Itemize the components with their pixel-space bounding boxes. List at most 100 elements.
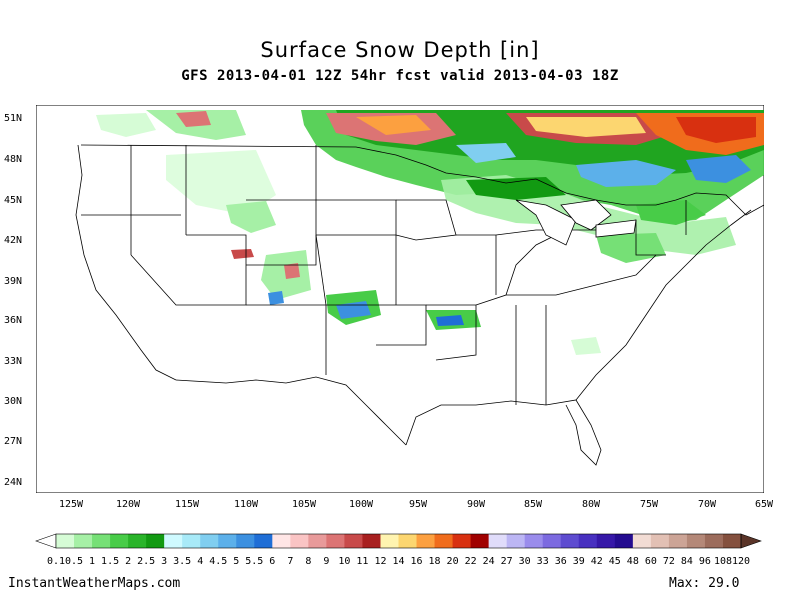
legend-tick-label: 0.1 xyxy=(46,556,66,567)
lon-label: 85W xyxy=(523,499,543,510)
legend-swatch xyxy=(560,534,580,548)
legend-swatch xyxy=(380,534,399,548)
legend-tick-label: 0.5 xyxy=(64,556,84,567)
legend-swatch xyxy=(344,534,363,548)
legend-tick-label: 4.5 xyxy=(209,556,228,567)
legend-arrow-left xyxy=(35,533,57,549)
legend-swatch xyxy=(236,534,255,548)
lon-label: 80W xyxy=(581,499,601,510)
legend-swatch xyxy=(74,534,93,548)
legend-swatch xyxy=(398,534,418,548)
lon-label: 110W xyxy=(233,499,259,510)
lat-label: 33N xyxy=(4,356,23,367)
legend-swatch xyxy=(488,534,508,548)
lat-label: 24N xyxy=(4,477,23,488)
map-title: Surface Snow Depth [in] xyxy=(260,38,540,62)
legend-colorbar xyxy=(35,533,762,549)
legend-tick-label: 33 xyxy=(536,556,549,567)
map-subtitle: GFS 2013-04-01 12Z 54hr fcst valid 2013-… xyxy=(181,68,619,84)
legend-swatch xyxy=(470,534,490,548)
legend-tick-label: 42 xyxy=(590,556,603,567)
site-credit: InstantWeatherMaps.com xyxy=(8,576,181,591)
legend-tick-label: 18 xyxy=(428,556,441,567)
legend-swatch xyxy=(614,534,634,548)
legend-arrow-right xyxy=(740,533,762,549)
legend-swatch xyxy=(200,534,219,548)
legend-swatch xyxy=(650,534,670,548)
legend-swatch xyxy=(128,534,147,548)
legend-swatch xyxy=(164,534,183,548)
legend-tick-label: 1 xyxy=(89,556,96,567)
legend-swatch xyxy=(686,534,706,548)
lon-label: 105W xyxy=(291,499,317,510)
legend-swatch xyxy=(542,534,562,548)
legend-swatch xyxy=(632,534,652,548)
legend-swatch xyxy=(146,534,165,548)
legend-tick-label: 14 xyxy=(392,556,405,567)
legend-tick-label: 2 xyxy=(125,556,132,567)
legend-swatch xyxy=(326,534,345,548)
legend-tick-label: 1.5 xyxy=(101,556,120,567)
legend-swatch xyxy=(182,534,201,548)
legend-tick-label: 120 xyxy=(731,556,751,567)
legend-tick-label: 16 xyxy=(410,556,423,567)
lat-label: 45N xyxy=(4,195,23,206)
legend-tick-label: 5 xyxy=(233,556,240,567)
legend-tick-label: 60 xyxy=(644,556,657,567)
lon-label: 90W xyxy=(466,499,486,510)
lon-label: 75W xyxy=(639,499,659,510)
legend-swatch xyxy=(218,534,237,548)
legend-swatch xyxy=(704,534,724,548)
lon-label: 95W xyxy=(408,499,428,510)
lat-label: 36N xyxy=(4,315,23,326)
legend-swatch xyxy=(524,534,544,548)
legend-tick-label: 20 xyxy=(446,556,459,567)
legend-tick-label: 8 xyxy=(305,556,312,567)
lon-label: 120W xyxy=(115,499,141,510)
legend-tick-label: 9 xyxy=(323,556,330,567)
legend-swatch xyxy=(506,534,526,548)
lon-label: 65W xyxy=(754,499,774,510)
lat-label: 42N xyxy=(4,235,23,246)
legend-swatch xyxy=(56,534,75,548)
legend-tick-label: 3.5 xyxy=(173,556,192,567)
legend-tick-label: 12 xyxy=(374,556,387,567)
legend-tick-label: 72 xyxy=(662,556,675,567)
legend-tick-label: 3 xyxy=(161,556,168,567)
legend-tick-label: 2.5 xyxy=(137,556,156,567)
legend-swatch xyxy=(434,534,454,548)
legend-tick-label: 39 xyxy=(572,556,585,567)
legend-tick-label: 96 xyxy=(698,556,711,567)
legend-tick-label: 22 xyxy=(464,556,477,567)
legend-tick-label: 108 xyxy=(713,556,732,567)
legend-tick-label: 27 xyxy=(500,556,513,567)
legend-swatch xyxy=(578,534,598,548)
lon-label: 70W xyxy=(697,499,717,510)
lat-label: 39N xyxy=(4,276,23,287)
boundaries xyxy=(75,144,764,466)
legend-tick-label: 45 xyxy=(608,556,621,567)
snow-depth-map xyxy=(36,105,764,493)
legend-tick-label: 48 xyxy=(626,556,639,567)
lon-label: 100W xyxy=(348,499,374,510)
legend-tick-label: 36 xyxy=(554,556,567,567)
legend-tick-label: 84 xyxy=(680,556,693,567)
legend-swatch xyxy=(668,534,688,548)
legend-tick-label: 30 xyxy=(518,556,531,567)
legend-tick-label: 5.5 xyxy=(245,556,264,567)
legend-tick-label: 4 xyxy=(197,556,204,567)
legend-swatch xyxy=(254,534,273,548)
legend-tick-label: 6 xyxy=(269,556,276,567)
lat-label: 51N xyxy=(4,113,23,124)
legend-swatch xyxy=(416,534,436,548)
legend-swatch xyxy=(92,534,111,548)
legend-tick-label: 7 xyxy=(287,556,294,567)
legend-swatch xyxy=(596,534,616,548)
legend-tick-label: 24 xyxy=(482,556,495,567)
max-value: Max: 29.0 xyxy=(669,576,740,591)
legend-tick-label: 11 xyxy=(356,556,369,567)
legend-swatch xyxy=(308,534,327,548)
lat-label: 48N xyxy=(4,154,23,165)
lat-label: 30N xyxy=(4,396,23,407)
snow-cover-layer xyxy=(96,110,764,355)
